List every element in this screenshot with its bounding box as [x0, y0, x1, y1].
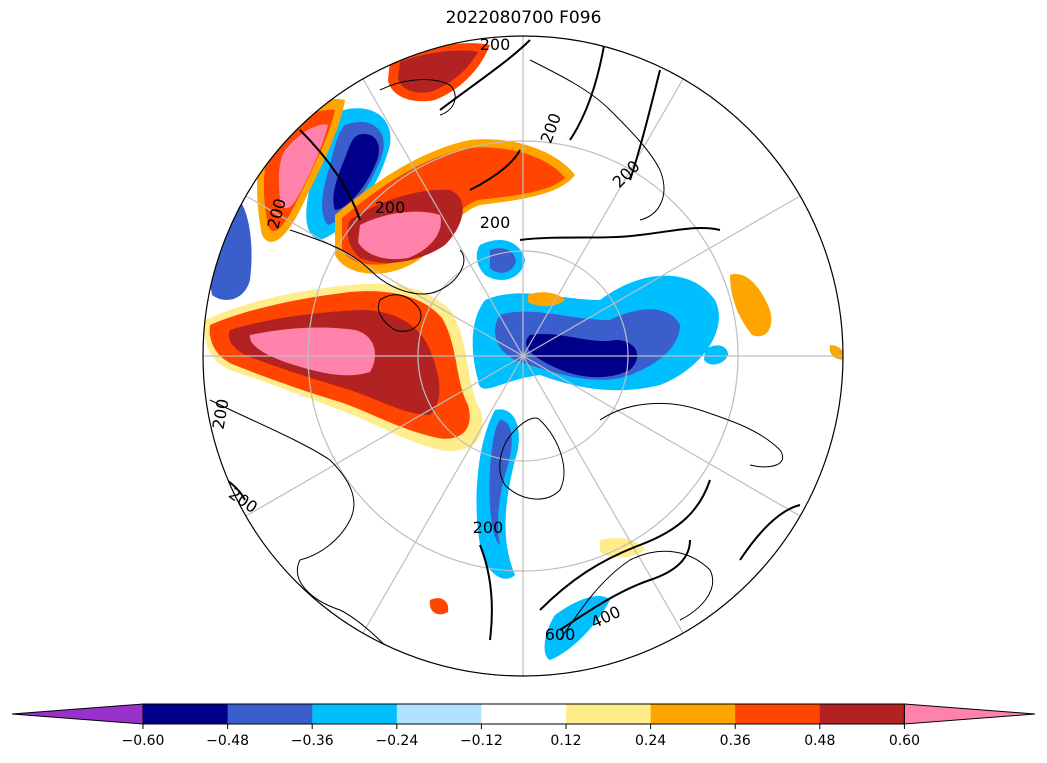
contour-line [299, 129, 361, 221]
colorbar-segment [481, 704, 567, 724]
contour-line [539, 479, 711, 611]
contour-line [569, 39, 606, 141]
contour-line [739, 504, 801, 561]
colorbar-tick-label: −0.24 [375, 733, 418, 749]
positive-anomaly-europe-north [600, 538, 645, 558]
colorbar-extend-low [11, 703, 144, 725]
positive-anomaly-beaufort-core [358, 211, 441, 260]
colorbar-segment [396, 704, 482, 724]
contour-label: 200 [375, 198, 406, 217]
coastline-archipelago [377, 294, 422, 332]
graticule [203, 36, 843, 676]
colorbar-segment [227, 704, 313, 724]
contour-line [519, 226, 721, 241]
contour-line [439, 39, 531, 111]
negative-anomaly-europe [544, 595, 610, 660]
colorbar-tick-label: 0.12 [550, 733, 581, 749]
coastline-asia-north [529, 59, 665, 221]
shaded-fields [204, 43, 843, 660]
colorbar-tick-label: −0.12 [460, 733, 503, 749]
colorbar-tick-label: 0.60 [889, 733, 920, 749]
positive-anomaly-canada-core [249, 327, 375, 376]
coastline-siberia [599, 403, 783, 468]
contour-line [479, 544, 493, 641]
negative-anomaly-siberia-small [704, 345, 728, 365]
colorbar-tick-label: −0.60 [122, 733, 165, 749]
colorbar-segment [312, 704, 398, 724]
colorbar-tick-label: 0.36 [720, 733, 751, 749]
contour-label: 200 [473, 518, 504, 537]
contour-line [469, 149, 521, 191]
contour-line [629, 69, 661, 181]
negative-anomaly-pacific-deep [333, 134, 379, 210]
colorbar-segment [566, 704, 652, 724]
colorbar-tick-label: −0.36 [291, 733, 334, 749]
coastline-kamchatka [379, 79, 456, 116]
colorbar-extend-high [903, 703, 1036, 725]
coastline-north-america [209, 399, 401, 661]
positive-anomaly-pacific-north-core [398, 50, 478, 93]
positive-anomaly-greenland-small [429, 598, 449, 615]
contour-line [559, 539, 691, 631]
map-boundary [202, 35, 844, 677]
colorbar-tick-label: 0.48 [804, 733, 835, 749]
meridian-line [245, 195, 801, 517]
colorbar: −0.60 −0.48 −0.36 −0.24 −0.12 0.12 0.24 0.36 0.4… [11, 703, 1036, 749]
negative-anomaly-atlantic-core [489, 420, 512, 545]
contour-label: 600 [545, 625, 576, 644]
colorbar-outline [142, 703, 905, 725]
colorbar-segment [143, 704, 229, 724]
coastlines [209, 59, 783, 661]
colorbar-segment [819, 704, 905, 724]
positive-anomaly-kara-small [528, 292, 565, 307]
colorbar-tick-label: −0.48 [206, 733, 249, 749]
colorbar-ticks: −0.60 −0.48 −0.36 −0.24 −0.12 0.12 0.24 0.36 0.4… [122, 724, 920, 749]
colorbar-tick-label: 0.24 [635, 733, 666, 749]
map-title: 2022080700 F096 [445, 8, 602, 28]
colorbar-segment [650, 704, 736, 724]
colorbar-boxes [11, 703, 1036, 725]
contour-lines [209, 39, 801, 641]
colorbar-segment [735, 704, 821, 724]
contour-label: 200 [480, 213, 511, 232]
coastline-greenland [499, 417, 565, 500]
positive-anomaly-siberia-east [730, 274, 772, 337]
coastline-europe [559, 550, 714, 641]
contour-label: 200 [480, 35, 511, 54]
coastline-alaska [289, 229, 465, 295]
